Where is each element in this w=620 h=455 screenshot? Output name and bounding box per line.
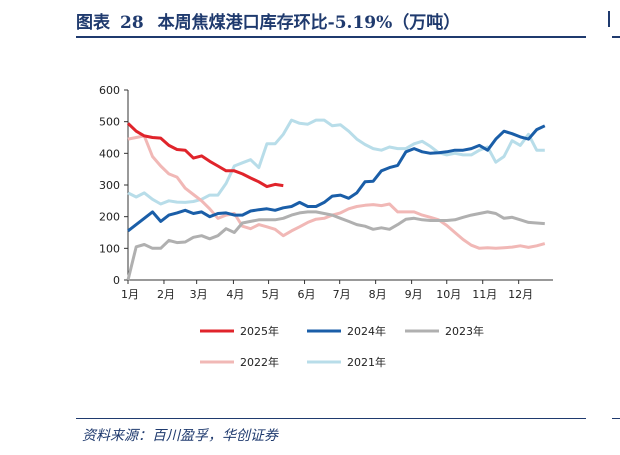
adjacent-header-rule — [612, 36, 620, 38]
footer-rule — [76, 418, 586, 419]
series-line-2022年 — [127, 134, 546, 250]
y-tick-label: 100 — [99, 242, 120, 255]
legend-label: 2023年 — [445, 324, 484, 338]
x-tick-label: 4月 — [226, 288, 244, 301]
legend-label: 2024年 — [347, 324, 386, 338]
x-tick-label: 9月 — [405, 288, 423, 301]
legend-label: 2022年 — [240, 355, 279, 369]
x-tick-label: 3月 — [190, 288, 208, 301]
legend-label: 2021年 — [347, 355, 386, 369]
series-line-2024年 — [127, 124, 546, 233]
x-tick-label: 8月 — [369, 288, 387, 301]
y-tick-label: 500 — [99, 116, 120, 129]
figure-label: 图表 — [76, 13, 110, 33]
figure-title-text: 本周焦煤港口库存环比-5.19%（万吨） — [157, 13, 461, 33]
series-line-2025年 — [126, 122, 284, 189]
figure-title: 图表 28 本周焦煤港口库存环比-5.19%（万吨） — [76, 8, 460, 33]
adjacent-figure-edge — [608, 11, 620, 27]
x-tick-label: 6月 — [298, 288, 316, 301]
source-note: 资料来源：百川盈孚，华创证券 — [82, 428, 278, 444]
adjacent-footer-rule — [612, 418, 620, 419]
x-tick-label: 1月 — [121, 288, 139, 301]
header-rule — [76, 36, 586, 38]
y-tick-label: 200 — [99, 211, 120, 224]
y-tick-label: 400 — [99, 147, 120, 160]
line-chart: 0 100 200 300 400 500 600 1月 2月 3月 4月 5月 6月 7月 8月 9月 10月… — [99, 84, 553, 369]
legend-label: 2025年 — [240, 324, 279, 338]
y-tick-label: 600 — [99, 84, 120, 97]
x-tick-label: 12月 — [508, 288, 533, 301]
x-tick-label: 5月 — [262, 288, 280, 301]
x-tick-label: 10月 — [436, 288, 461, 301]
x-tick-label: 7月 — [333, 288, 351, 301]
y-tick-label: 300 — [99, 179, 120, 192]
y-tick-label: 0 — [113, 274, 120, 287]
x-tick-label: 11月 — [472, 288, 497, 301]
series-line-2021年 — [127, 118, 545, 206]
figure-number: 28 — [120, 13, 144, 33]
x-tick-label: 2月 — [157, 288, 175, 301]
series-line-2023年 — [126, 210, 545, 281]
